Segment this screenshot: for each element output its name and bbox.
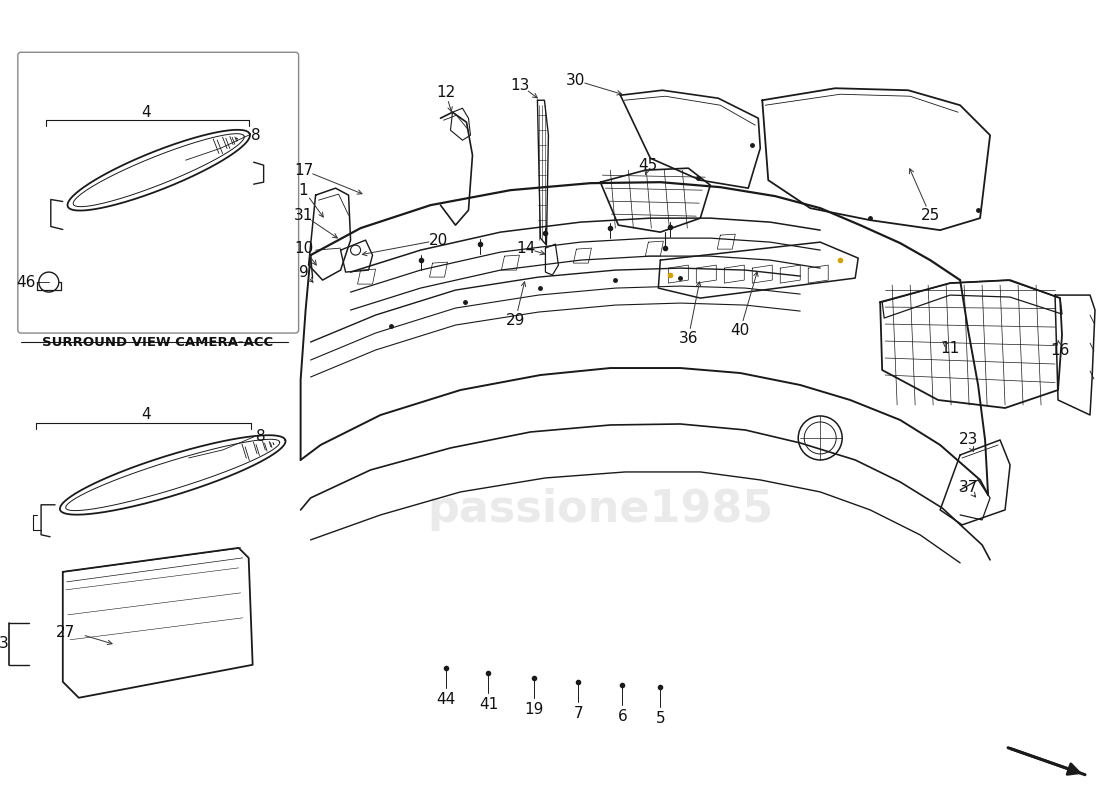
Text: 27: 27: [56, 626, 75, 640]
Text: 11: 11: [940, 341, 959, 355]
Text: 3: 3: [0, 636, 9, 651]
Text: 44: 44: [436, 692, 455, 707]
Text: 5: 5: [656, 711, 666, 726]
Text: 1: 1: [299, 182, 308, 198]
Text: 37: 37: [958, 481, 978, 495]
Text: passione1985: passione1985: [427, 489, 773, 531]
Text: 31: 31: [294, 208, 313, 222]
Text: 8: 8: [256, 430, 265, 445]
Text: 17: 17: [294, 162, 313, 178]
Text: 4: 4: [141, 407, 151, 422]
Text: 10: 10: [294, 241, 313, 256]
Text: 45: 45: [639, 158, 658, 173]
Text: 8: 8: [251, 128, 261, 142]
Text: 20: 20: [429, 233, 448, 248]
Text: 13: 13: [510, 78, 530, 93]
Text: 40: 40: [730, 322, 750, 338]
Text: 7: 7: [573, 706, 583, 722]
Text: 4: 4: [141, 105, 151, 120]
Text: 12: 12: [436, 85, 455, 100]
Text: 41: 41: [478, 698, 498, 712]
Text: 25: 25: [921, 208, 939, 222]
Text: 6: 6: [617, 710, 627, 724]
Text: 30: 30: [565, 73, 585, 88]
Text: 23: 23: [958, 433, 978, 447]
Text: 9: 9: [299, 265, 308, 279]
Text: 19: 19: [525, 702, 544, 718]
Text: SURROUND VIEW CAMERA-ACC: SURROUND VIEW CAMERA-ACC: [42, 335, 273, 349]
Text: 46: 46: [16, 274, 35, 290]
Text: 36: 36: [679, 330, 699, 346]
Text: 29: 29: [506, 313, 525, 327]
FancyBboxPatch shape: [18, 52, 298, 333]
Text: 14: 14: [516, 241, 535, 256]
Text: 16: 16: [1050, 342, 1069, 358]
